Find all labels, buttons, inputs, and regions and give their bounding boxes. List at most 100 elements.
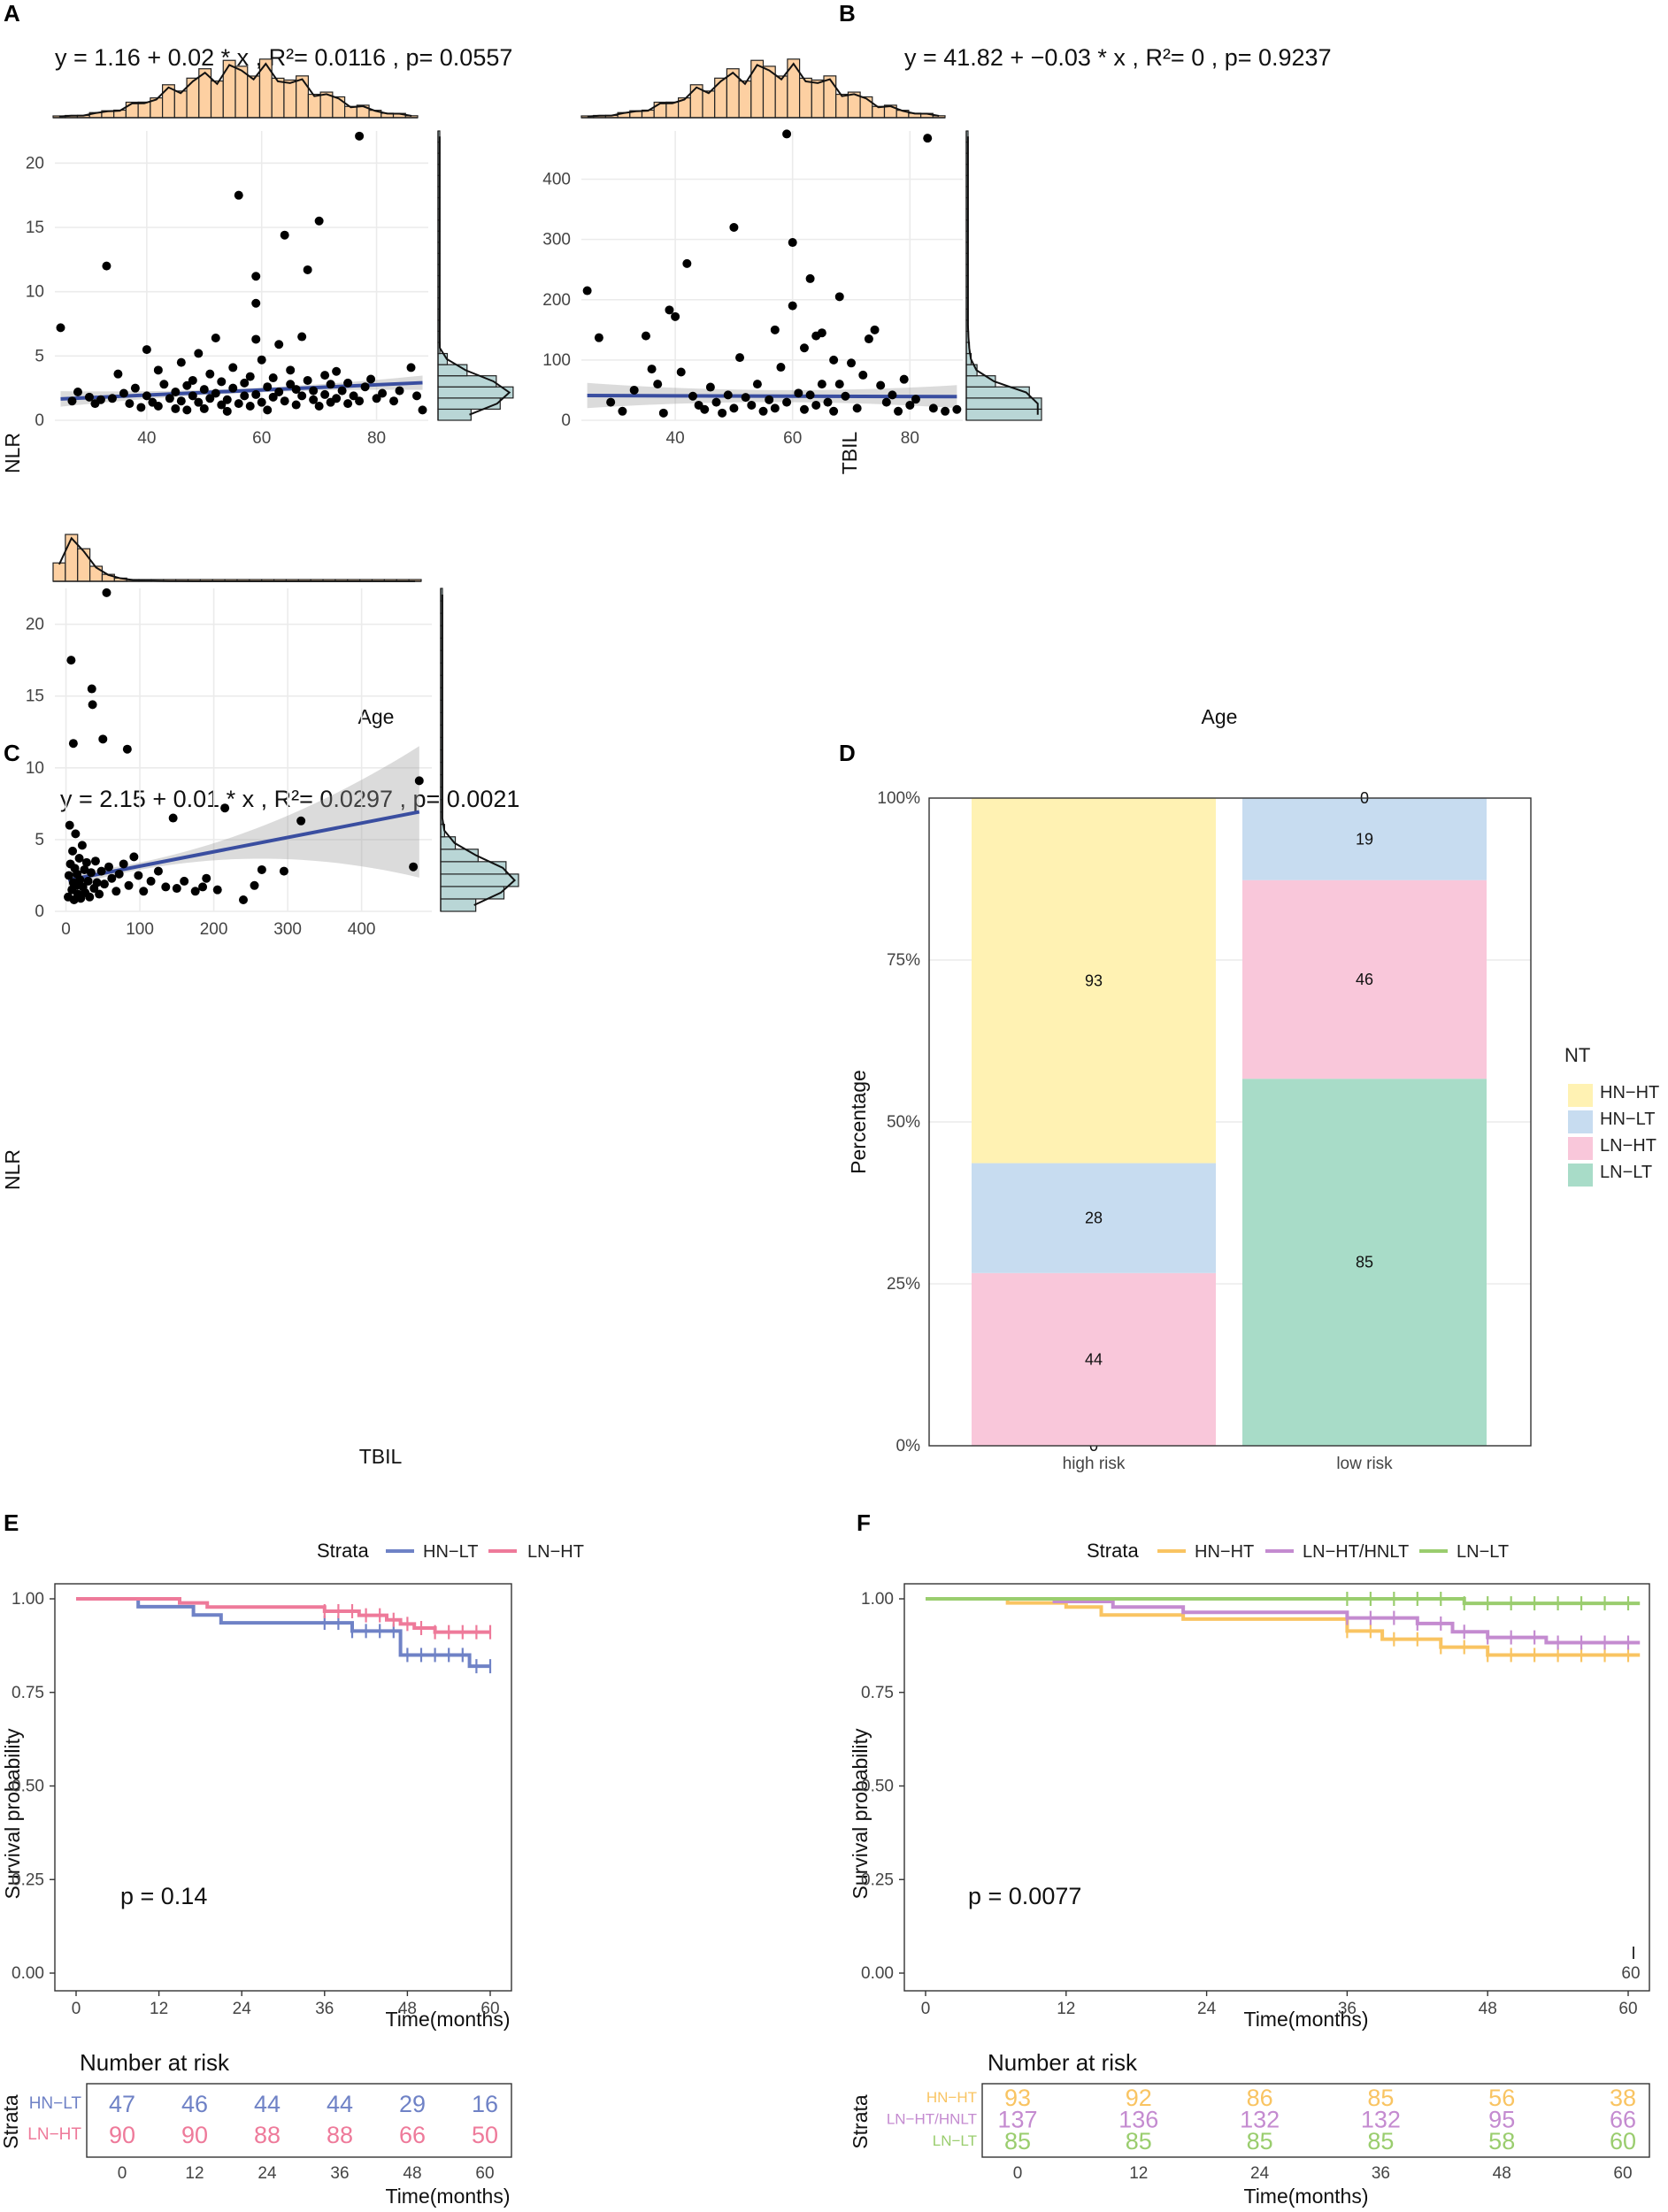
panel-b-top-hist-bar — [835, 93, 849, 119]
panel-a-point — [343, 399, 353, 409]
panel-d-xtick: low risk — [1336, 1455, 1393, 1473]
panel-a-top-hist-bar — [307, 93, 321, 119]
panel-c-point — [414, 776, 424, 786]
panel-d-ytick: 100% — [877, 789, 920, 808]
panel-a-point — [309, 386, 319, 396]
panel-a-point — [280, 230, 289, 240]
panel-a-ytick: 5 — [35, 347, 44, 365]
panel-c-point — [129, 852, 139, 862]
panel-e-frame — [54, 1583, 512, 1992]
panel-a-point — [274, 388, 284, 397]
panel-c-ytick: 0 — [35, 902, 44, 921]
panel-c-point — [85, 892, 95, 902]
panel-a-top-hist-bar — [210, 80, 224, 119]
panel-c-point — [119, 859, 128, 869]
panel-b-point — [665, 305, 674, 315]
panel-e-risk-value: 88 — [327, 2122, 353, 2148]
panel-b-point — [647, 365, 657, 374]
panel-c-point — [172, 884, 181, 894]
panel-c-confidence-band — [68, 746, 419, 887]
panel-b-point — [711, 397, 721, 407]
panel-f-risk-title: Number at risk — [988, 2049, 1138, 2076]
panel-c-point — [68, 739, 78, 749]
panel-a-point — [395, 386, 404, 396]
panel-b-point — [765, 395, 774, 404]
panel-f-legend-lnht-hnlt: LN−HT/HNLT — [1303, 1542, 1409, 1562]
panel-a-point — [142, 345, 151, 355]
panel-b-point — [834, 380, 844, 389]
panel-b-point — [629, 385, 639, 395]
panel-a-point — [171, 388, 181, 397]
panel-e-risk-value: 90 — [181, 2122, 208, 2148]
panel-c-ytick: 15 — [26, 687, 44, 706]
panel-a-point — [96, 395, 105, 404]
panel-a-point — [205, 369, 215, 379]
panel-a-xtick: 80 — [367, 429, 386, 448]
panel-e-xlabel: Time(months) — [386, 2008, 511, 2031]
panel-e-risk-value: 16 — [472, 2091, 498, 2117]
panel-a-point — [320, 389, 330, 399]
panel-a-point — [205, 394, 215, 403]
panel-b-point — [805, 390, 815, 400]
panel-b-point — [658, 408, 668, 418]
panel-a-point — [211, 333, 220, 342]
panel-f-risk-xtick: 48 — [1493, 2164, 1511, 2183]
panel-c-point — [81, 857, 91, 867]
panel-e-risk-value: 90 — [109, 2122, 135, 2148]
panel-c-side-hist-bar — [440, 898, 477, 912]
panel-f-ytick: 1.00 — [861, 1590, 894, 1609]
panel-c-point — [65, 820, 74, 830]
panel-f-ytick: 0.50 — [861, 1778, 894, 1796]
panel-e-risk-value: 88 — [254, 2122, 281, 2148]
panel-e-ytick: 0.75 — [12, 1684, 44, 1702]
panel-a-side-hist-bar — [437, 397, 501, 411]
panel-a-point — [389, 396, 399, 406]
panel-b-point — [741, 393, 750, 403]
panel-a-point — [326, 380, 335, 389]
panel-a-point — [222, 406, 232, 416]
panel-b-top-hist-bar — [798, 77, 812, 119]
panel-d-ylabel: Percentage — [847, 1070, 870, 1174]
panel-a-ytick: 0 — [35, 411, 44, 430]
panel-e-risk-title: Number at risk — [80, 2049, 230, 2076]
panel-c-point — [139, 887, 149, 896]
panel-f-risk-value: 85 — [1004, 2128, 1031, 2154]
panel-a-point — [194, 397, 204, 407]
panel-a-point — [142, 391, 151, 401]
panel-d-letter: D — [839, 740, 856, 766]
panel-b-top-hist-bar — [738, 80, 752, 119]
panel-b-point — [834, 292, 844, 302]
panel-a-point — [119, 388, 128, 398]
panel-b-point — [941, 406, 950, 416]
panel-f-risk-value: 38 — [1610, 2085, 1636, 2111]
panel-b-point — [788, 301, 797, 311]
panel-d-bar-value: 28 — [1085, 1210, 1103, 1227]
panel-b-top-hist-bar — [714, 77, 728, 119]
panel-a-top-hist-bar — [222, 59, 236, 119]
panel-e-ytick: 1.00 — [12, 1590, 44, 1609]
panel-b-point — [911, 395, 920, 404]
panel-a-point — [332, 366, 342, 376]
panel-c-top-hist-bar — [88, 565, 104, 582]
panel-c-side-hist-bar — [440, 873, 519, 887]
panel-c-point — [88, 700, 97, 710]
panel-b-top-hist-bar — [811, 79, 825, 119]
panel-c-point — [124, 880, 134, 890]
panel-c-point — [96, 866, 106, 876]
panel-f-risk-row-label: LN−HT/HNLT — [887, 2111, 977, 2128]
panel-d-bar-segment — [972, 1163, 1216, 1273]
panel-e-risk-ylabel: Strata — [0, 2094, 22, 2149]
panel-b-point — [770, 325, 780, 334]
panel-b-top-hist-bar — [823, 75, 837, 119]
panel-c-top-hist-bar — [65, 534, 79, 582]
panel-a-xlabel: Age — [358, 705, 395, 728]
panel-c-xtick: 300 — [273, 920, 302, 939]
panel-b-point — [594, 333, 603, 342]
panel-b-top-hist-bar — [702, 90, 716, 119]
panel-b-point — [718, 408, 727, 418]
panel-b-point — [729, 223, 739, 232]
panel-b-point — [770, 403, 780, 413]
panel-c-xtick: 200 — [200, 920, 228, 939]
panel-f-risk-value: 95 — [1488, 2107, 1515, 2133]
panel-b-point — [752, 380, 762, 389]
